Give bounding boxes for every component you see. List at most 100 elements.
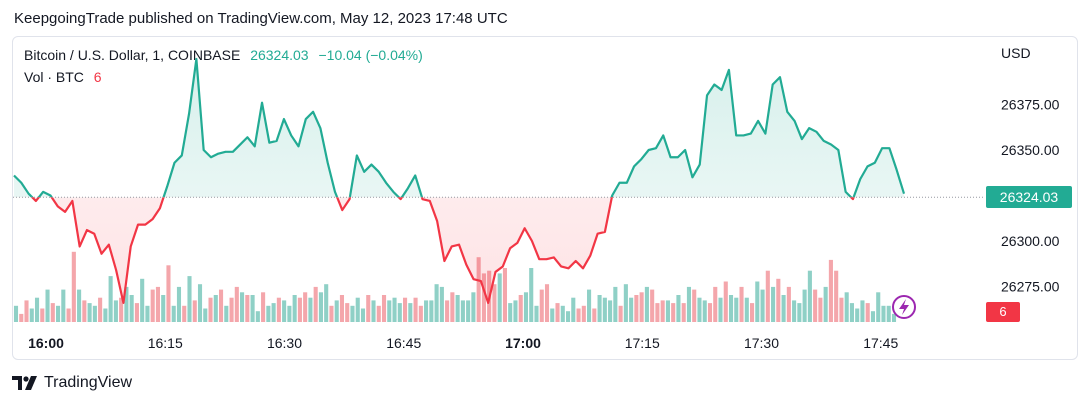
volume-bar — [218, 289, 224, 322]
volume-bar — [618, 305, 623, 322]
volume-value: 6 — [93, 69, 102, 85]
volume-bar — [134, 303, 139, 322]
volume-bar — [24, 300, 29, 322]
volume-bars — [13, 251, 897, 322]
volume-bar — [339, 295, 345, 322]
volume-bar — [771, 286, 776, 322]
volume-bar — [387, 300, 392, 322]
price-line-up — [13, 57, 906, 198]
volume-bar — [313, 286, 318, 322]
y-axis: 26375.00 26350.00 26300.00 26275.00 — [1001, 97, 1060, 295]
volume-bar — [550, 308, 555, 322]
volume-bar — [681, 303, 686, 322]
volume-bar — [119, 297, 124, 322]
volume-bar — [424, 300, 429, 322]
volume-bar — [208, 297, 213, 322]
volume-bar — [56, 305, 61, 322]
volume-bar — [891, 313, 897, 322]
volume-bar — [124, 286, 129, 322]
volume-bar — [113, 300, 118, 322]
currency-label: USD — [1001, 45, 1031, 61]
volume-bar — [376, 305, 381, 322]
last-price: 26324.03 — [250, 47, 309, 63]
volume-bar — [140, 278, 145, 322]
price-line — [13, 57, 906, 304]
volume-bar — [13, 305, 19, 322]
volume-bar — [182, 305, 187, 322]
volume-bar — [760, 289, 765, 322]
volume-bar — [450, 292, 455, 322]
volume-bar — [728, 295, 734, 322]
volume-bar — [813, 289, 818, 322]
volume-bar — [303, 292, 308, 322]
x-axis: 16:00 16:15 16:30 16:45 17:00 17:15 17:30 17:45 — [28, 335, 898, 351]
volume-bar — [92, 305, 97, 322]
volume-bar — [723, 281, 728, 322]
volume-bar — [702, 300, 707, 322]
volume-bar — [271, 303, 276, 322]
tradingview-footer[interactable]: TradingView — [12, 374, 132, 392]
volume-bar — [82, 300, 87, 322]
volume-bar — [445, 300, 450, 322]
volume-bar — [266, 305, 271, 322]
volume-bar — [523, 292, 529, 322]
lightning-icon[interactable] — [892, 295, 916, 319]
volume-bar — [529, 268, 534, 322]
volume-bar — [292, 295, 297, 322]
volume-bar — [455, 295, 460, 322]
symbol-legend[interactable]: Bitcoin / U.S. Dollar, 1, COINBASE 26324… — [24, 47, 429, 63]
volume-bar — [513, 300, 518, 322]
publish-header: KeepgoingTrade published on TradingView.… — [14, 10, 508, 27]
volume-legend[interactable]: Vol · BTC 6 — [24, 69, 108, 85]
volume-bar — [392, 297, 397, 322]
volume-bar — [481, 273, 486, 322]
x-tick-label: 17:15 — [625, 335, 660, 351]
volume-bar — [776, 278, 781, 322]
volume-bar — [802, 289, 807, 322]
volume-bar — [324, 284, 329, 322]
volume-bar — [287, 305, 292, 322]
x-tick-label: 16:30 — [267, 335, 302, 351]
volume-bar — [261, 292, 266, 322]
volume-bar — [176, 286, 182, 322]
volume-bar — [629, 297, 634, 322]
x-tick-label: 16:15 — [148, 335, 183, 351]
volume-bar — [707, 303, 713, 322]
y-tick-label: 26350.00 — [1001, 142, 1060, 158]
last-price-badge: 26324.03 — [986, 186, 1072, 208]
volume-bar — [471, 292, 476, 322]
x-tick-label: 17:30 — [744, 335, 779, 351]
y-tick-label: 26275.00 — [1001, 279, 1060, 295]
volume-bar — [413, 297, 418, 322]
volume-bar — [665, 300, 670, 322]
volume-bar — [297, 297, 302, 322]
volume-bar — [544, 284, 550, 322]
volume-bar — [197, 284, 203, 322]
volume-bar — [860, 300, 865, 322]
volume-badge: 6 — [986, 302, 1020, 322]
volume-bar — [308, 297, 313, 322]
volume-bar — [250, 295, 255, 322]
volume-bar — [366, 295, 371, 322]
volume-bar — [886, 305, 891, 322]
volume-bar — [213, 295, 218, 322]
volume-bar — [565, 311, 571, 322]
volume-bar — [334, 300, 339, 322]
volume-bar — [408, 303, 413, 322]
volume-bar — [692, 289, 697, 322]
volume-bar — [639, 292, 644, 322]
volume-bar — [865, 303, 870, 322]
price-line-down — [30, 197, 855, 304]
volume-bar — [650, 289, 655, 322]
volume-bar — [318, 292, 323, 322]
volume-bar — [187, 276, 192, 322]
volume-bar — [345, 303, 350, 322]
volume-bar — [818, 297, 823, 322]
volume-bar — [555, 303, 560, 322]
area-above — [14, 59, 904, 198]
volume-bar — [597, 295, 602, 322]
volume-bar — [581, 305, 586, 322]
volume-bar — [155, 286, 160, 322]
volume-bar — [50, 303, 55, 322]
